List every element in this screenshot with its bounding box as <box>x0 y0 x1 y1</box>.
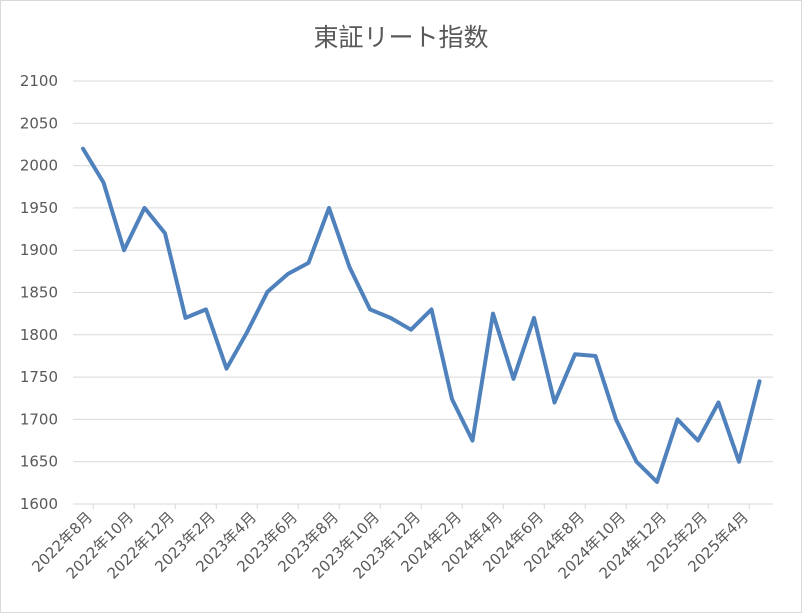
series-line <box>81 146 762 484</box>
y-tick-label: 1950 <box>20 199 58 217</box>
y-tick-label: 2000 <box>20 157 58 175</box>
y-tick-label: 1600 <box>20 495 58 513</box>
y-tick-label: 2050 <box>20 114 58 132</box>
y-tick-label: 1700 <box>20 410 58 428</box>
y-tick-label: 1650 <box>20 453 58 471</box>
y-tick-label: 1900 <box>20 241 58 259</box>
y-tick-label: 2100 <box>20 72 58 90</box>
y-tick-label: 1850 <box>20 284 58 302</box>
y-tick-label: 1800 <box>20 326 58 344</box>
y-tick-label: 1750 <box>20 368 58 386</box>
chart-title: 東証リート指数 <box>313 23 489 52</box>
